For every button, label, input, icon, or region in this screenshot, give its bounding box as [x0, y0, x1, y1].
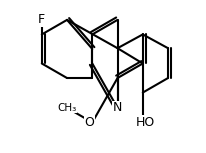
Text: O: O — [84, 116, 94, 129]
Text: F: F — [38, 13, 45, 26]
Text: CH₃: CH₃ — [57, 103, 77, 113]
Text: HO: HO — [136, 116, 156, 129]
Text: N: N — [113, 101, 122, 114]
